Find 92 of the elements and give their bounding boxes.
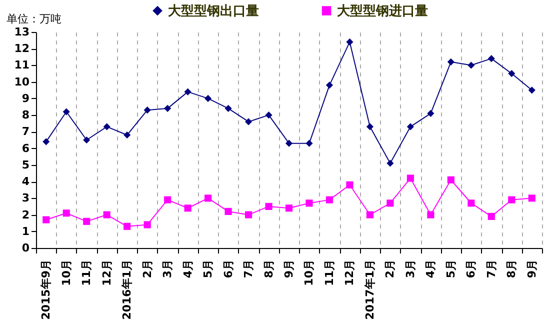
x-tick-label: 2月 (140, 260, 154, 278)
y-tick-label: 5 (22, 158, 30, 172)
point (346, 38, 354, 46)
x-tick-label: 7月 (242, 260, 256, 278)
point (528, 86, 536, 94)
point (42, 216, 50, 224)
x-tick-label: 11月 (80, 260, 94, 286)
point (427, 211, 434, 218)
point (144, 221, 151, 228)
point (406, 174, 414, 182)
point (184, 88, 192, 96)
x-tick-label: 4月 (181, 260, 194, 278)
y-tick-label: 11 (14, 58, 30, 72)
point (244, 118, 252, 126)
x-tick-label: 4月 (424, 260, 438, 278)
y-tick-label: 6 (22, 142, 30, 155)
point (164, 104, 172, 112)
point (285, 140, 293, 147)
x-tick-label: 2017年1月 (363, 260, 376, 320)
point (62, 210, 70, 217)
x-tick-label: 8月 (505, 260, 518, 278)
x-tick-label: 3月 (404, 260, 417, 278)
y-tick-label: 10 (14, 75, 30, 88)
y-tick-label: 1 (22, 224, 30, 238)
point (265, 202, 272, 210)
point (62, 108, 70, 116)
point (124, 131, 131, 139)
y-tick-label: 4 (22, 175, 30, 188)
point (468, 62, 475, 69)
point (164, 196, 172, 204)
x-tick-label: 7月 (484, 260, 498, 278)
x-tick-label: 9月 (525, 260, 538, 278)
point (346, 181, 354, 188)
point (326, 82, 334, 89)
point (366, 211, 374, 218)
point (447, 176, 454, 184)
point (204, 94, 212, 102)
y-tick-label: 12 (14, 42, 30, 56)
point (468, 200, 475, 207)
point (508, 196, 516, 204)
x-tick-label: 12月 (343, 260, 356, 286)
point (386, 200, 394, 207)
x-tick-label: 6月 (464, 260, 478, 278)
point (184, 204, 192, 212)
point (42, 138, 50, 146)
x-tick-label: 12月 (100, 260, 114, 286)
x-tick-label: 10月 (60, 260, 73, 286)
y-tick-label: 9 (22, 92, 30, 105)
x-tick-label: 2016年1月 (120, 260, 134, 320)
y-tick-label: 0 (22, 242, 30, 254)
point (326, 196, 334, 204)
point (83, 218, 90, 225)
point (406, 123, 414, 130)
x-tick-label: 5月 (444, 260, 458, 278)
point (427, 110, 434, 117)
point (528, 194, 536, 202)
point (488, 212, 495, 220)
y-tick-label: 3 (22, 192, 30, 205)
x-tick-label: 10月 (302, 260, 316, 286)
point (306, 200, 313, 207)
x-tick-label: 11月 (322, 260, 336, 286)
point (204, 194, 212, 202)
x-tick-label: 8月 (262, 260, 276, 278)
x-tick-label: 5月 (202, 260, 215, 278)
point (103, 211, 110, 218)
point (488, 55, 495, 62)
legend-label: 大型型钢出口量 (168, 4, 259, 19)
y-tick-label: 13 (14, 26, 30, 38)
point (144, 106, 151, 114)
point (366, 123, 374, 130)
point (224, 208, 232, 215)
point (224, 104, 232, 112)
point (386, 160, 394, 167)
point (103, 123, 110, 130)
y-axis-title: 单位：万吨 (6, 12, 62, 26)
point (285, 204, 293, 212)
x-tick-label: 3月 (161, 260, 174, 278)
point (447, 58, 454, 66)
y-tick-label: 8 (22, 108, 30, 122)
point (508, 70, 516, 78)
y-tick-label: 7 (22, 125, 30, 138)
point (244, 211, 252, 218)
point (124, 222, 131, 230)
y-tick-label: 2 (22, 208, 30, 222)
x-tick-label: 2月 (384, 260, 397, 278)
x-tick-label: 6月 (222, 260, 235, 278)
legend-label: 大型型钢进口量 (337, 4, 428, 19)
x-tick-label: 9月 (282, 260, 296, 278)
point (83, 136, 90, 144)
point (306, 140, 313, 147)
x-tick-label: 2015年9月 (40, 260, 53, 320)
point (265, 112, 272, 119)
